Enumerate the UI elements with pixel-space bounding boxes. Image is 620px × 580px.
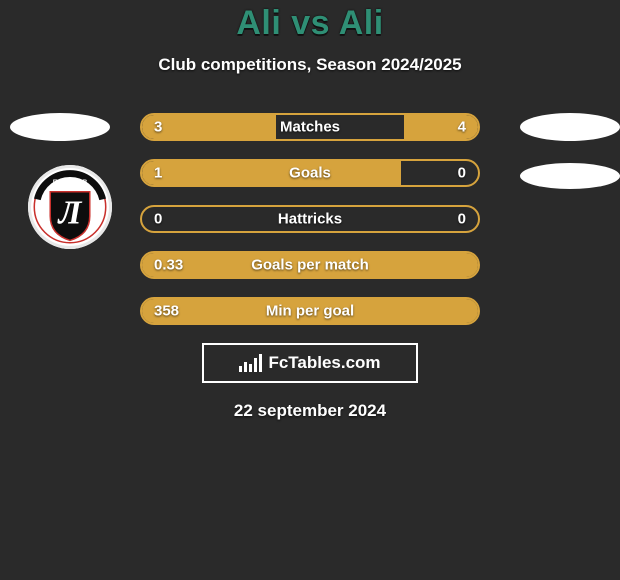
stat-value-left: 0.33 [154, 257, 183, 274]
stat-label: Goals [289, 165, 331, 182]
player-right-club-placeholder [520, 163, 620, 189]
stat-row-goals-per-match: 0.33 Goals per match [140, 251, 480, 279]
stat-value-right: 0 [458, 211, 466, 228]
club-badge-icon: ПЛОВДИВ Л [32, 169, 108, 245]
stat-label: Matches [280, 119, 340, 136]
brand-name: FcTables.com [268, 353, 380, 373]
stat-label: Min per goal [266, 303, 354, 320]
stat-value-left: 358 [154, 303, 179, 320]
stat-row-goals: 1 Goals 0 [140, 159, 480, 187]
stat-label: Hattricks [278, 211, 342, 228]
stat-value-left: 0 [154, 211, 162, 228]
stat-fill-right [404, 115, 478, 139]
player-left-club-badge: ПЛОВДИВ Л [28, 165, 112, 249]
stat-value-left: 1 [154, 165, 162, 182]
stat-row-min-per-goal: 358 Min per goal [140, 297, 480, 325]
stat-row-hattricks: 0 Hattricks 0 [140, 205, 480, 233]
badge-city-text: ПЛОВДИВ [53, 179, 88, 186]
brand-box[interactable]: FcTables.com [202, 343, 418, 383]
stat-fill-left [142, 161, 401, 185]
player-right-avatar-placeholder [520, 113, 620, 141]
stat-row-matches: 3 Matches 4 [140, 113, 480, 141]
stats-area: ПЛОВДИВ Л 3 Matches 4 1 Goals 0 0 Hattri [0, 113, 620, 421]
date-text: 22 september 2024 [0, 401, 620, 421]
stat-value-right: 4 [458, 119, 466, 136]
badge-letter: Л [57, 195, 83, 232]
subtitle: Club competitions, Season 2024/2025 [0, 55, 620, 75]
widget-root: Ali vs Ali Club competitions, Season 202… [0, 0, 620, 421]
page-title: Ali vs Ali [0, 4, 620, 43]
stat-value-left: 3 [154, 119, 162, 136]
player-left-avatar-placeholder [10, 113, 110, 141]
bar-chart-icon [239, 354, 262, 372]
stat-label: Goals per match [251, 257, 369, 274]
stat-value-right: 0 [458, 165, 466, 182]
